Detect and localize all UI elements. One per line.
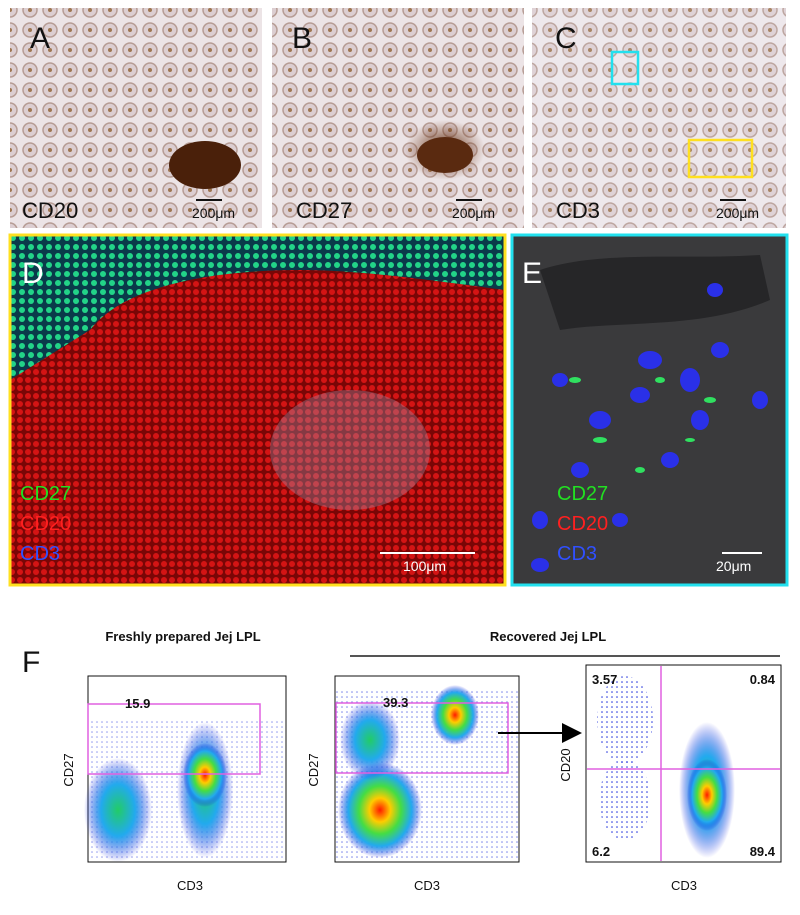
panel-label: A — [30, 22, 50, 55]
region-box-d — [687, 138, 754, 179]
histology-texture — [532, 8, 786, 228]
y-axis-label: CD20 — [558, 748, 573, 781]
flow-plot: 15.9 CD3 CD27 — [61, 675, 287, 893]
y-axis-label: CD27 — [61, 753, 76, 786]
region-box-e — [610, 50, 640, 86]
plot-title: Freshly prepared Jej LPL — [105, 629, 260, 644]
panel-e: E CD27 CD20 CD3 20μm — [510, 233, 789, 587]
scale-label: 200μm — [192, 205, 235, 221]
panel-label: B — [292, 22, 312, 55]
population — [599, 760, 651, 840]
marker-label: CD3 — [556, 198, 600, 223]
scale-label: 200μm — [452, 205, 495, 221]
quadrant-value: 0.84 — [750, 672, 776, 687]
panel-border — [510, 233, 789, 587]
population — [687, 759, 727, 831]
panel-f: F Freshly prepared Jej LPL Recovered Jej… — [22, 629, 782, 893]
legend-label: CD27 — [557, 483, 608, 505]
cd27-signal — [569, 377, 716, 473]
flow-plot: 3.57 0.84 6.2 89.4 CD3 CD20 — [558, 664, 782, 893]
flow-plot: 39.3 CD3 CD27 — [306, 675, 520, 893]
legend-label: CD3 — [557, 543, 597, 565]
gate-value: 15.9 — [125, 696, 150, 711]
scale-label: 20μm — [716, 558, 751, 574]
panel-label: C — [555, 22, 577, 55]
panel-label: E — [522, 257, 542, 290]
quadrant-value: 89.4 — [750, 844, 776, 859]
gate — [335, 702, 509, 774]
legend-label: CD27 — [20, 483, 71, 505]
group-title: Recovered Jej LPL — [490, 629, 606, 644]
tissue-fold — [540, 255, 770, 330]
legend-label: CD3 — [20, 543, 60, 565]
legend-label: CD20 — [20, 513, 71, 535]
histology-texture — [10, 8, 262, 228]
x-axis-label: CD3 — [177, 878, 203, 893]
quadrant-value: 3.57 — [592, 672, 617, 687]
marker-label: CD20 — [22, 198, 78, 223]
x-axis-label: CD3 — [414, 878, 440, 893]
panel-b: B CD27 200μm — [272, 8, 524, 228]
population — [84, 758, 152, 862]
cd27-region — [10, 235, 505, 380]
follicle — [417, 137, 473, 173]
panel-label: F — [22, 646, 40, 679]
cd3-cells — [531, 283, 768, 572]
gate — [87, 703, 261, 775]
panel-border — [8, 233, 507, 587]
marker-label: CD27 — [296, 198, 352, 223]
legend-label: CD20 — [557, 513, 608, 535]
quadrant-value: 6.2 — [592, 844, 610, 859]
panel-c: C CD3 200μm — [532, 8, 786, 228]
scale-label: 200μm — [716, 205, 759, 221]
panel-label: D — [22, 257, 44, 290]
germinal-center — [270, 390, 430, 510]
gate-value: 39.3 — [383, 695, 408, 710]
histology-texture — [272, 8, 524, 228]
y-axis-label: CD27 — [306, 753, 321, 786]
population — [338, 762, 422, 858]
panel-d: D CD27 CD20 CD3 100μm — [8, 233, 507, 587]
x-axis-label: CD3 — [671, 878, 697, 893]
follicle — [169, 141, 241, 189]
scale-label: 100μm — [403, 558, 446, 574]
population — [597, 676, 653, 764]
population — [340, 700, 400, 780]
population — [183, 743, 227, 807]
population — [431, 685, 479, 745]
panel-a: A CD20 200μm — [10, 8, 262, 228]
